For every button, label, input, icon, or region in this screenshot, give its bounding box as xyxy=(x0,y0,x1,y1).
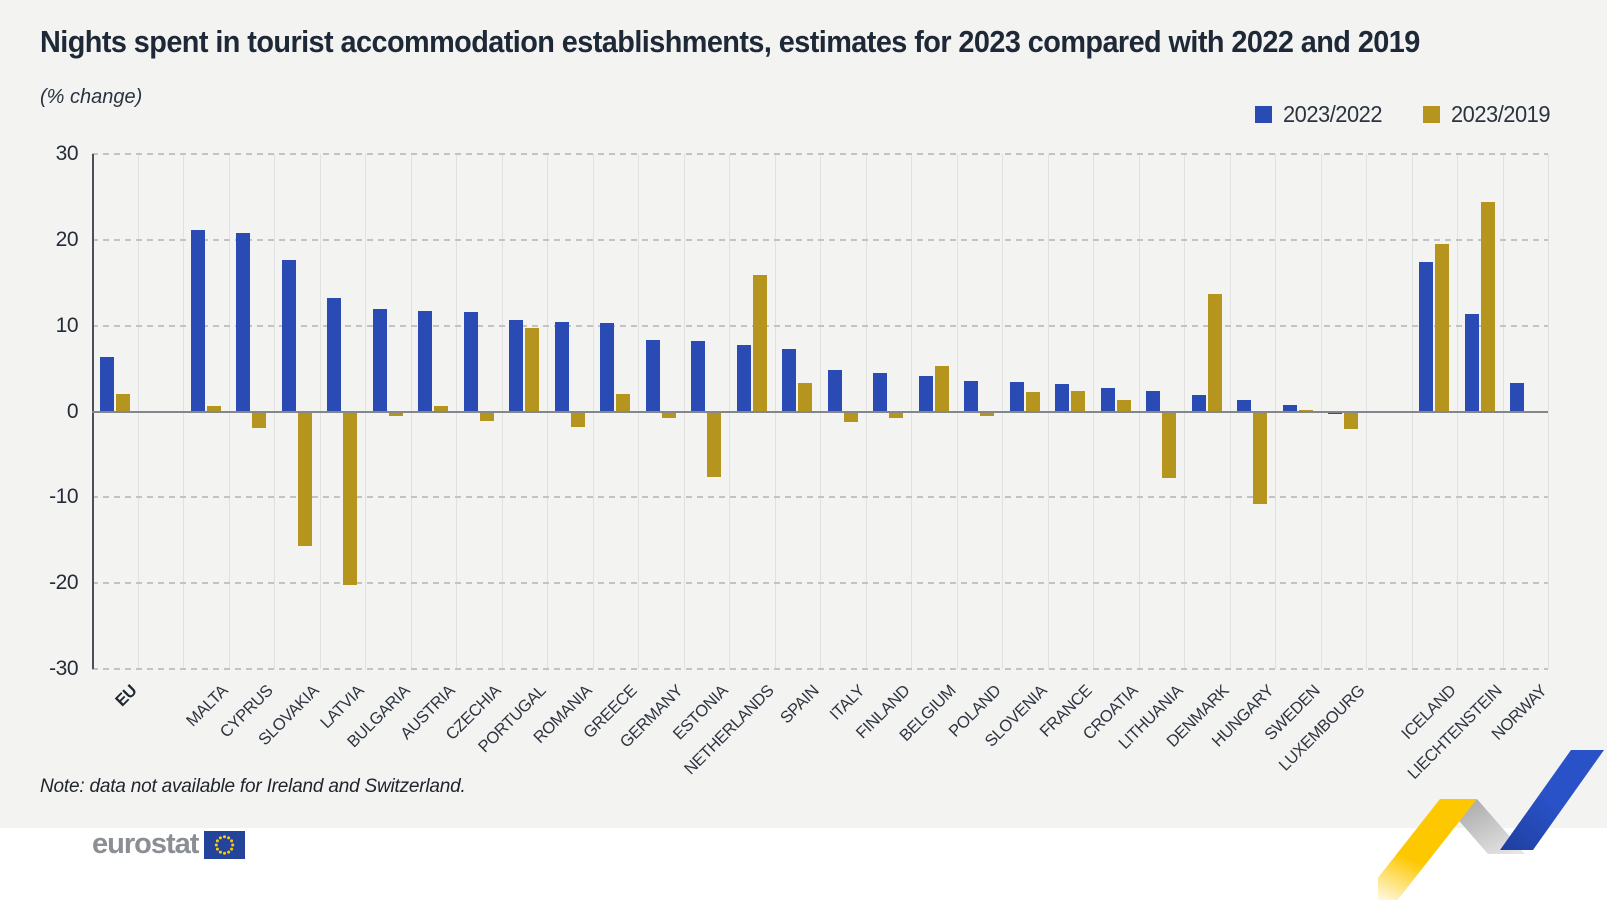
vertical-gridline xyxy=(1548,154,1549,669)
bar-2023-2022-malta xyxy=(190,229,205,412)
bar-2023-2022-hungary xyxy=(1237,400,1252,412)
zigzag-ribbon-graphic xyxy=(1378,750,1604,900)
eurostat-logo-text: eurostat xyxy=(92,828,199,860)
bar-2023-2022-poland xyxy=(964,380,979,412)
bar-2023-2019-greece xyxy=(616,393,631,412)
bar-2023-2022-spain xyxy=(782,348,797,412)
dashed-gridline xyxy=(92,667,1548,670)
y-axis-tick-label: 30 xyxy=(55,142,79,166)
y-axis-tick-label: -20 xyxy=(49,570,78,594)
bar-2023-2022-czechia xyxy=(463,312,478,412)
bar-2023-2022-germany xyxy=(645,339,660,412)
y-axis-tick-label: -30 xyxy=(49,656,78,680)
legend-label: 2023/2019 xyxy=(1450,101,1550,127)
footnote: Note: data not available for Ireland and… xyxy=(40,776,466,797)
bar-2023-2019-france xyxy=(1071,390,1086,412)
bar-2023-2019-italy xyxy=(843,411,858,422)
bar-2023-2019-germany xyxy=(661,411,676,419)
bar-2023-2022-france xyxy=(1055,384,1070,412)
y-axis-tick-label: -10 xyxy=(49,485,78,509)
bar-2023-2022-portugal xyxy=(509,319,524,412)
bar-2023-2019-austria xyxy=(434,406,449,412)
dashed-gridline xyxy=(92,239,1548,242)
legend-swatch-blue xyxy=(1254,106,1272,123)
bar-2023-2022-cyprus xyxy=(236,233,251,412)
legend-item-2023-2022: 2023/2022 xyxy=(1254,101,1387,128)
bar-2023-2019-cyprus xyxy=(252,411,267,428)
bar-2023-2019-slovenia xyxy=(1025,391,1040,412)
bar-2023-2022-eu xyxy=(99,356,114,412)
bar-2023-2019-iceland xyxy=(1435,244,1450,412)
bar-2023-2019-finland xyxy=(889,411,904,419)
bar-2023-2019-spain xyxy=(798,383,813,412)
eurostat-logo: eurostat xyxy=(92,828,246,861)
bar-2023-2022-greece xyxy=(600,323,615,412)
bar-2023-2022-slovenia xyxy=(1009,382,1024,412)
bar-2023-2022-sweden xyxy=(1282,404,1297,412)
bar-2023-2019-croatia xyxy=(1116,399,1131,412)
dashed-gridline xyxy=(92,581,1548,584)
y-axis-tick-label: 10 xyxy=(55,313,79,337)
y-axis-tick-label: 0 xyxy=(66,399,79,423)
bar-2023-2019-luxembourg xyxy=(1344,411,1359,430)
legend: 2023/2022 2023/2019 xyxy=(1254,101,1555,128)
bar-2023-2019-malta xyxy=(206,405,221,412)
bar-2023-2022-austria xyxy=(418,311,433,412)
bar-2023-2019-bulgaria xyxy=(388,411,403,416)
bar-2023-2022-iceland xyxy=(1419,262,1434,412)
legend-item-2023-2019: 2023/2019 xyxy=(1422,101,1555,128)
bar-2023-2019-romania xyxy=(570,411,585,427)
y-axis-tick-label: 20 xyxy=(55,228,79,252)
dashed-gridline xyxy=(92,324,1548,327)
bar-2023-2022-slovakia xyxy=(281,259,296,412)
chart-subtitle: (% change) xyxy=(40,86,143,108)
bar-2023-2019-poland xyxy=(980,411,995,416)
bar-2023-2022-lithuania xyxy=(1146,390,1161,412)
zero-axis-line xyxy=(92,410,1548,413)
bar-2023-2022-finland xyxy=(873,372,888,412)
dashed-gridline xyxy=(92,496,1548,499)
bar-2023-2022-bulgaria xyxy=(372,308,387,412)
bar-2023-2019-hungary xyxy=(1253,411,1268,505)
bar-2023-2022-estonia xyxy=(691,341,706,412)
bar-2023-2022-norway xyxy=(1510,383,1525,412)
bar-2023-2019-lithuania xyxy=(1162,411,1177,479)
dashed-gridline xyxy=(92,153,1548,156)
bar-2023-2019-belgium xyxy=(934,366,949,412)
page-title: Nights spent in tourist accommodation es… xyxy=(40,24,1420,59)
bar-2023-2022-netherlands xyxy=(736,344,751,412)
bar-2023-2019-liechtenstein xyxy=(1480,201,1495,412)
bar-2023-2019-slovakia xyxy=(297,411,312,547)
bar-2023-2019-portugal xyxy=(525,327,540,412)
bar-2023-2019-eu xyxy=(115,394,130,412)
ribbon-yellow-segment xyxy=(1378,799,1477,900)
bar-2023-2019-estonia xyxy=(707,411,722,477)
bar-2023-2022-denmark xyxy=(1191,395,1206,412)
ribbon-blue-segment xyxy=(1500,750,1604,850)
bar-2023-2019-netherlands xyxy=(752,275,767,412)
bar-2023-2022-luxembourg xyxy=(1328,411,1343,415)
eu-flag-icon xyxy=(204,830,246,859)
legend-swatch-gold xyxy=(1422,106,1440,123)
bar-2023-2019-denmark xyxy=(1207,294,1222,412)
bar-2023-2022-croatia xyxy=(1100,388,1115,412)
bar-2023-2022-italy xyxy=(827,369,842,412)
bar-2023-2022-latvia xyxy=(327,298,342,412)
bar-2023-2022-romania xyxy=(554,322,569,412)
bar-2023-2019-czechia xyxy=(479,411,494,421)
bar-2023-2022-belgium xyxy=(918,375,933,412)
legend-label: 2023/2022 xyxy=(1282,101,1382,127)
bar-2023-2022-liechtenstein xyxy=(1464,313,1479,412)
bar-2023-2019-latvia xyxy=(343,411,358,585)
